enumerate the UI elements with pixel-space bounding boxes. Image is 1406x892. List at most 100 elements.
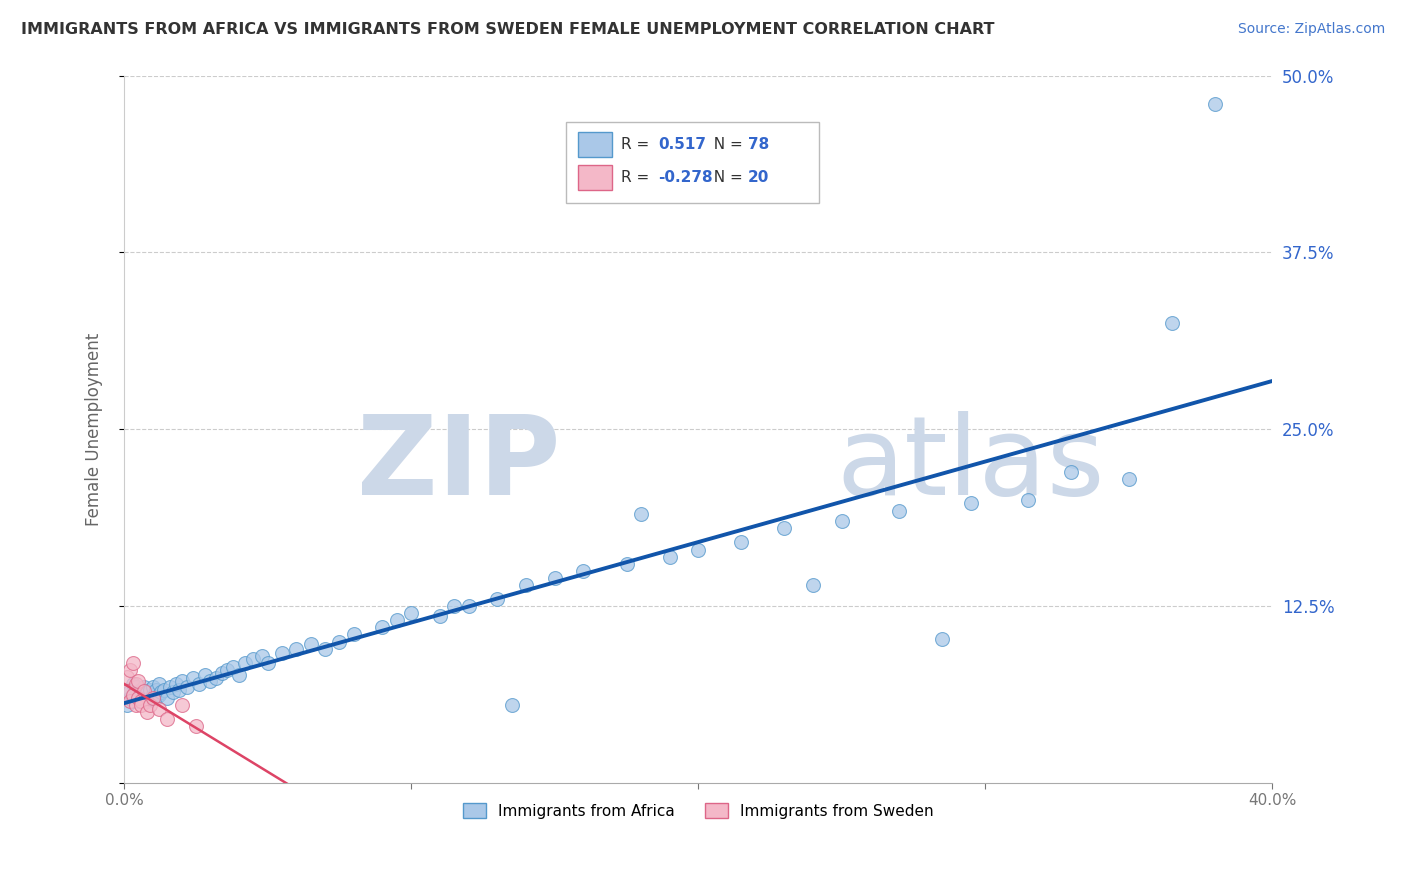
Point (159, 680, 181, 694)
Point (187, 677, 209, 691)
Point (399, 606, 422, 620)
Point (658, 549, 681, 564)
Text: R =: R = (621, 136, 654, 152)
Point (127, 691, 149, 706)
Text: Source: ZipAtlas.com: Source: ZipAtlas.com (1237, 22, 1385, 37)
Point (131, 698, 153, 713)
Text: N =: N = (704, 169, 748, 185)
Text: 78: 78 (748, 136, 769, 152)
Point (256, 656, 278, 670)
Text: atlas: atlas (837, 411, 1105, 518)
FancyBboxPatch shape (567, 121, 818, 202)
Point (181, 671, 204, 685)
Point (299, 637, 322, 651)
Text: R =: R = (621, 169, 654, 185)
Point (131, 694, 153, 708)
Point (124, 680, 146, 694)
Point (176, 680, 198, 694)
Point (222, 660, 245, 674)
Point (328, 634, 350, 648)
Point (148, 702, 170, 716)
Text: 20: 20 (748, 169, 769, 185)
Point (156, 712, 179, 726)
Point (139, 691, 162, 706)
Point (131, 691, 153, 706)
Point (148, 688, 170, 702)
Point (429, 609, 451, 624)
Point (167, 682, 190, 697)
Text: ZIP: ZIP (357, 411, 561, 518)
Point (831, 514, 853, 528)
Point (118, 663, 141, 677)
Point (385, 613, 408, 627)
Point (1204, 96, 1226, 111)
Point (630, 507, 652, 521)
Point (572, 564, 595, 578)
Point (139, 682, 162, 697)
Point (314, 641, 336, 656)
Point (121, 656, 143, 670)
Point (205, 671, 228, 685)
Point (688, 542, 710, 557)
Text: -0.278: -0.278 (658, 169, 713, 185)
Point (142, 680, 165, 694)
Point (211, 665, 233, 680)
Point (184, 719, 207, 733)
Point (457, 599, 479, 614)
Point (118, 691, 141, 706)
Point (136, 706, 159, 720)
Point (515, 578, 537, 592)
Point (127, 694, 149, 708)
Point (730, 535, 752, 549)
Point (233, 656, 256, 670)
Point (228, 668, 250, 682)
Point (142, 691, 165, 706)
Point (127, 674, 149, 689)
Point (136, 694, 159, 708)
Legend: Immigrants from Africa, Immigrants from Sweden: Immigrants from Africa, Immigrants from … (457, 797, 941, 825)
Point (165, 677, 187, 691)
Point (115, 670, 138, 684)
Point (145, 691, 167, 706)
Point (544, 571, 567, 585)
Point (115, 698, 138, 713)
Point (134, 680, 156, 694)
Point (162, 685, 184, 699)
Point (131, 682, 153, 697)
Point (889, 504, 911, 518)
Text: 0.517: 0.517 (658, 136, 706, 152)
Point (1017, 493, 1039, 508)
Point (193, 668, 215, 682)
Point (136, 685, 159, 699)
Point (153, 682, 176, 697)
Point (127, 685, 149, 699)
Point (139, 698, 162, 713)
Point (217, 663, 239, 677)
Point (1118, 472, 1140, 486)
Y-axis label: Female Unemployment: Female Unemployment (86, 333, 103, 526)
Text: IMMIGRANTS FROM AFRICA VS IMMIGRANTS FROM SWEDEN FEMALE UNEMPLOYMENT CORRELATION: IMMIGRANTS FROM AFRICA VS IMMIGRANTS FRO… (21, 22, 994, 37)
Point (118, 684, 141, 698)
Point (371, 620, 394, 634)
Point (134, 684, 156, 698)
Text: N =: N = (704, 136, 748, 152)
Point (271, 646, 294, 660)
FancyBboxPatch shape (578, 165, 612, 190)
Point (148, 677, 170, 691)
Point (773, 521, 796, 535)
Point (134, 688, 156, 702)
Point (142, 688, 165, 702)
Point (145, 682, 167, 697)
Point (242, 651, 264, 665)
Point (118, 694, 141, 708)
Point (1161, 316, 1184, 330)
Point (501, 698, 523, 713)
Point (1060, 465, 1083, 479)
Point (121, 677, 143, 691)
Point (115, 684, 138, 698)
Point (121, 694, 143, 708)
Point (121, 688, 143, 702)
Point (124, 677, 146, 691)
Point (170, 698, 193, 713)
Point (285, 641, 308, 656)
